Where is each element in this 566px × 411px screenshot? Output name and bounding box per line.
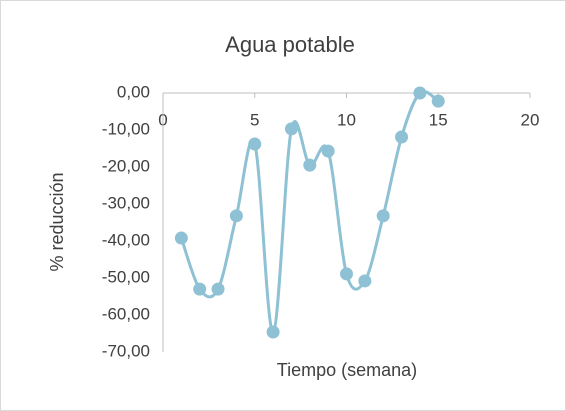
x-tick-label: 10 (337, 110, 356, 129)
y-tick-label: -60,00 (102, 304, 150, 323)
data-point (431, 94, 445, 108)
data-point (193, 282, 207, 296)
y-tick-label: -40,00 (102, 230, 150, 249)
data-point (321, 144, 335, 158)
data-point (229, 209, 243, 223)
y-tick-label: -50,00 (102, 267, 150, 286)
y-tick-label: -70,00 (102, 341, 150, 360)
data-point (248, 137, 262, 151)
y-tick-label: 0,00 (117, 82, 150, 101)
y-tick-label: -10,00 (102, 119, 150, 138)
data-point (376, 209, 390, 223)
data-point (284, 122, 298, 136)
data-point (358, 274, 372, 288)
x-tick-label: 20 (521, 110, 540, 129)
chart-title: Agua potable (225, 32, 355, 57)
y-axis-title: % reducción (47, 172, 67, 271)
data-point (413, 86, 427, 100)
x-axis-title: Tiempo (semana) (277, 360, 417, 380)
data-point (174, 231, 188, 245)
series-line (179, 90, 440, 334)
data-point (340, 267, 353, 281)
data-point (395, 130, 409, 144)
data-point (211, 282, 225, 296)
x-tick-label: 5 (250, 110, 259, 129)
y-tick-label: -20,00 (102, 156, 150, 175)
y-tick-label: -30,00 (102, 193, 150, 212)
data-point (303, 158, 317, 172)
x-tick-label: 15 (429, 110, 448, 129)
data-point (266, 325, 280, 339)
